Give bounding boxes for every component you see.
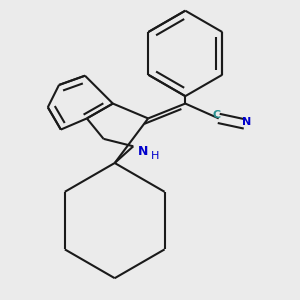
Text: N: N: [242, 117, 251, 127]
Text: H: H: [151, 151, 159, 160]
Text: C: C: [213, 110, 221, 120]
Text: N: N: [137, 146, 148, 158]
